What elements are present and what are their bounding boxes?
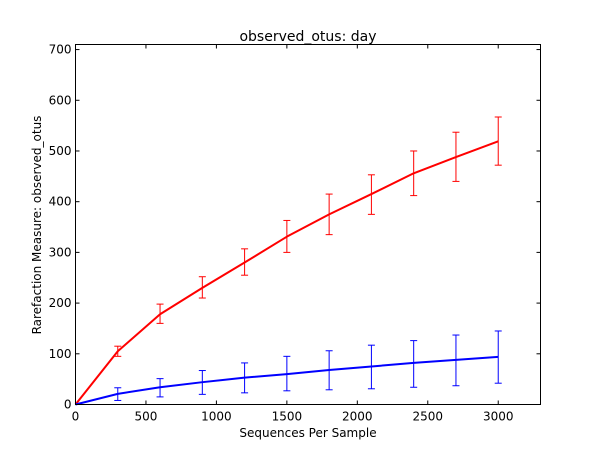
x-tick: 2500 (412, 44, 443, 424)
plot-area (74, 116, 502, 406)
x-tick: 1000 (201, 44, 232, 424)
x-tick-label: 1000 (201, 410, 232, 424)
plot-frame (75, 44, 541, 405)
x-tick: 500 (135, 44, 158, 424)
chart-title: observed_otus: day (239, 29, 376, 45)
y-axis-label: Rarefaction Measure: observed_otus (30, 116, 44, 335)
series-line (75, 355, 499, 406)
y-tick: 100 (49, 347, 541, 361)
x-tick-label: 2000 (342, 410, 373, 424)
axes: 0 500 1000 1500 2000 2500 3000 0 100 200 300 400 500… (49, 43, 541, 424)
x-tick: 0 (72, 44, 80, 424)
series-line (74, 140, 499, 406)
x-axis-label: Sequences Per Sample (239, 426, 376, 440)
error-bar (410, 340, 418, 388)
y-tick-label: 300 (49, 245, 72, 259)
y-tick: 300 (49, 245, 541, 259)
y-tick-label: 700 (49, 43, 72, 57)
x-tick-label: 0 (72, 410, 80, 424)
y-tick-label: 400 (49, 195, 72, 209)
series-1 (75, 330, 502, 406)
x-tick-label: 500 (135, 410, 158, 424)
x-tick: 2000 (342, 44, 373, 424)
y-tick: 700 (49, 43, 541, 57)
x-tick: 1500 (272, 44, 303, 424)
y-tick-label: 500 (49, 144, 72, 158)
x-tick: 3000 (483, 44, 514, 424)
y-tick: 0 (64, 398, 541, 412)
x-tick-label: 1500 (272, 410, 303, 424)
x-tick-label: 3000 (483, 410, 514, 424)
y-tick: 500 (49, 144, 541, 158)
y-tick-label: 600 (49, 93, 72, 107)
y-tick-label: 100 (49, 347, 72, 361)
y-tick-label: 0 (64, 398, 72, 412)
series-0 (74, 116, 502, 406)
x-tick-label: 2500 (412, 410, 443, 424)
y-tick-label: 200 (49, 296, 72, 310)
y-tick: 200 (49, 296, 541, 310)
y-tick: 400 (49, 195, 541, 209)
y-tick: 600 (49, 93, 541, 107)
error-bar (494, 116, 502, 166)
